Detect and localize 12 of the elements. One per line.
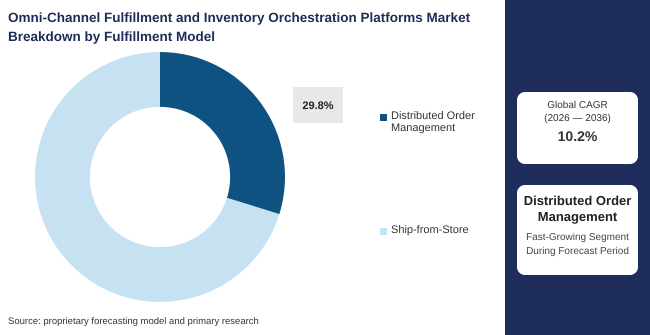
text: Global CAGR xyxy=(546,100,609,111)
chart-title: Omni-Channel Fulfillment and Inventory Orchestration Platforms Market Breakdown by Fulfillment Model xyxy=(8,9,472,46)
text: 10.2% xyxy=(556,128,598,144)
legend-label: Ship-from-Store xyxy=(391,224,469,236)
text: (2026 — 2036) xyxy=(543,113,612,124)
donut-slice xyxy=(160,52,285,214)
source-note: Source: proprietary forecasting model and primary research xyxy=(8,316,259,327)
text: Fast-Growing Segment During Forecast Period xyxy=(525,231,630,259)
donut-slice xyxy=(35,52,280,302)
data-label: 29.8% xyxy=(302,100,334,112)
text: Distributed Order Management xyxy=(522,193,632,225)
legend-label: Distributed Order Management xyxy=(391,110,476,134)
